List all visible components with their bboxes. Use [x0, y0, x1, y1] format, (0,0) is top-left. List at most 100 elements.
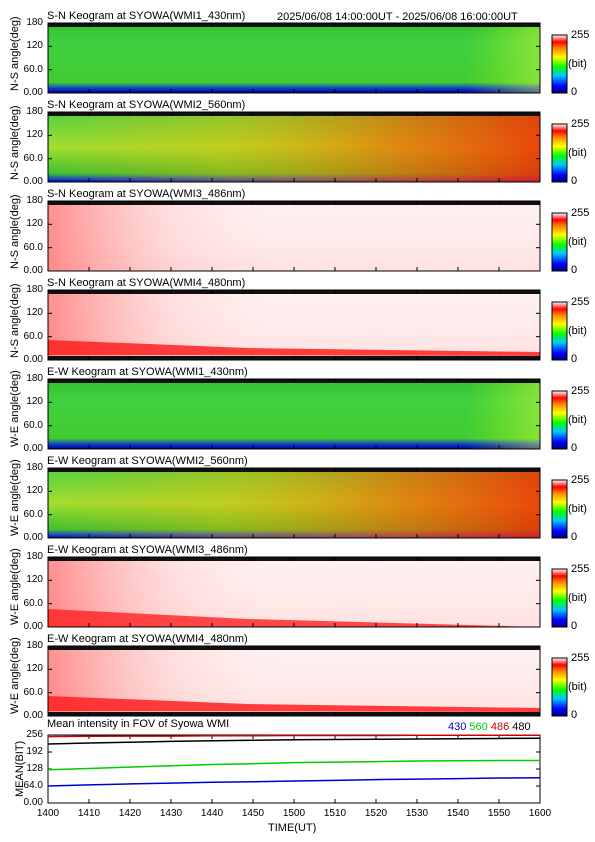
- mean-legend: 430 560 486 480: [448, 721, 531, 733]
- x-tick-label: 1550: [487, 808, 511, 819]
- colorbar-max-label: 255: [571, 296, 590, 308]
- keogram-title: E-W Keogram at SYOWA(WMI3_486nm): [47, 544, 248, 556]
- x-tick-label: 1410: [77, 808, 101, 819]
- y-tick-label: 120: [26, 663, 43, 675]
- colorbar-min-label: 0: [571, 353, 578, 365]
- y-tick-label: 60.0: [23, 330, 43, 342]
- x-tick-label: 1420: [118, 808, 142, 819]
- mean-ylabel: MEAN(BIT): [14, 740, 26, 797]
- y-tick-label: 180: [26, 551, 43, 562]
- keogram-image: [47, 467, 541, 539]
- mean-y-tick-label: 64.0: [23, 780, 43, 791]
- x-tick-label: 1500: [282, 808, 306, 819]
- keogram-title: S-N Keogram at SYOWA(WMI3_486nm): [47, 188, 246, 200]
- colorbar-unit-label: (bit): [568, 147, 587, 159]
- x-axis-label: TIME(UT): [268, 822, 317, 834]
- y-tick-label: 120: [26, 218, 43, 230]
- y-tick-label: 120: [26, 307, 43, 319]
- legend-486: 486: [490, 721, 510, 733]
- x-tick-label: 1520: [364, 808, 388, 819]
- colorbar-unit-label: (bit): [568, 236, 587, 248]
- y-tick-label: 0.00: [23, 176, 43, 187]
- mean-y-tick-label: 256: [26, 729, 43, 740]
- colorbar-unit-label: (bit): [568, 503, 587, 515]
- colorbar: [551, 390, 568, 450]
- colorbar-max-label: 255: [571, 563, 590, 575]
- colorbar-unit-label: (bit): [568, 414, 587, 426]
- y-tick-label: 60.0: [23, 241, 43, 253]
- keogram-title: S-N Keogram at SYOWA(WMI2_560nm): [47, 99, 246, 111]
- colorbar: [551, 212, 568, 272]
- colorbar-min-label: 0: [571, 709, 578, 721]
- mean-y-tick-label: 128: [26, 763, 43, 774]
- header-time-range: 2025/06/08 14:00:00UT - 2025/06/08 16:00…: [277, 11, 518, 23]
- colorbar-max-label: 255: [571, 652, 590, 664]
- colorbar: [551, 34, 568, 94]
- mean-plot-frame: [47, 734, 541, 804]
- colorbar-min-label: 0: [571, 264, 578, 276]
- y-tick-label: 180: [26, 640, 43, 651]
- y-tick-label: 0.00: [23, 443, 43, 454]
- colorbar-unit-label: (bit): [568, 325, 587, 337]
- x-tick-label: 1440: [200, 808, 224, 819]
- legend-430: 430: [448, 721, 467, 733]
- mean-y-tick-label: 0.00: [23, 797, 43, 808]
- colorbar-min-label: 0: [571, 175, 578, 187]
- legend-480: 480: [512, 721, 531, 733]
- keogram-image: [47, 111, 541, 183]
- colorbar-unit-label: (bit): [568, 681, 587, 693]
- y-tick-label: 60.0: [23, 63, 43, 75]
- x-tick-label: 1530: [405, 808, 429, 819]
- y-tick-label: 0.00: [23, 710, 43, 721]
- colorbar-max-label: 255: [571, 29, 590, 41]
- keogram-image: [47, 645, 541, 717]
- colorbar-max-label: 255: [571, 474, 590, 486]
- keogram-image: [47, 556, 541, 628]
- colorbar: [551, 479, 568, 539]
- keogram-image: [47, 289, 541, 361]
- mean-y-tick-label: 192: [26, 746, 43, 757]
- y-tick-label: 180: [26, 373, 43, 384]
- keogram-title: E-W Keogram at SYOWA(WMI1_430nm): [47, 366, 248, 378]
- colorbar-min-label: 0: [571, 620, 578, 632]
- y-tick-label: 180: [26, 106, 43, 117]
- y-tick-label: 180: [26, 462, 43, 473]
- y-tick-label: 120: [26, 574, 43, 586]
- series-line-430: [47, 777, 541, 787]
- y-tick-label: 120: [26, 40, 43, 52]
- y-tick-label: 120: [26, 129, 43, 141]
- keogram-image: [47, 378, 541, 450]
- series-line-560: [47, 759, 540, 771]
- y-tick-label: 180: [26, 284, 43, 295]
- colorbar-min-label: 0: [571, 442, 578, 454]
- y-tick-label: 180: [26, 195, 43, 206]
- x-tick-label: 1510: [323, 808, 347, 819]
- keogram-title: E-W Keogram at SYOWA(WMI4_480nm): [47, 633, 248, 645]
- colorbar-max-label: 255: [571, 207, 590, 219]
- colorbar: [551, 657, 568, 717]
- x-tick-label: 1600: [528, 808, 552, 819]
- colorbar: [551, 568, 568, 628]
- y-tick-label: 0.00: [23, 87, 43, 98]
- keogram-title: E-W Keogram at SYOWA(WMI2_560nm): [47, 455, 248, 467]
- y-tick-label: 0.00: [23, 532, 43, 543]
- x-tick-label: 1540: [446, 808, 470, 819]
- y-tick-label: 120: [26, 396, 43, 408]
- x-tick-label: 1430: [159, 808, 183, 819]
- colorbar-min-label: 0: [571, 86, 578, 98]
- y-tick-label: 0.00: [23, 621, 43, 632]
- colorbar-unit-label: (bit): [568, 58, 587, 70]
- colorbar-max-label: 255: [571, 385, 590, 397]
- x-tick-label: 1400: [36, 808, 60, 819]
- y-tick-label: 180: [26, 17, 43, 28]
- colorbar-min-label: 0: [571, 531, 578, 543]
- y-tick-label: 60.0: [23, 508, 43, 520]
- keogram-image: [47, 22, 541, 94]
- y-tick-label: 60.0: [23, 686, 43, 698]
- y-tick-label: 60.0: [23, 152, 43, 164]
- colorbar: [551, 301, 568, 361]
- colorbar-max-label: 255: [571, 118, 590, 130]
- colorbar: [551, 123, 568, 183]
- legend-560: 560: [469, 721, 488, 733]
